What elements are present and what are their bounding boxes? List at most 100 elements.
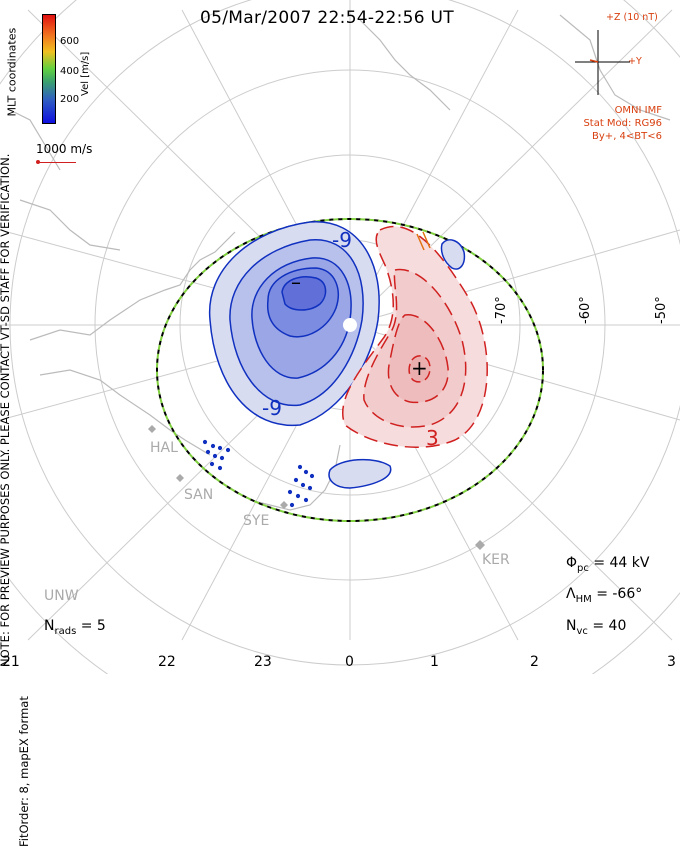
hm-boundary-green bbox=[156, 218, 544, 522]
imf-y-label: +Y bbox=[628, 56, 642, 67]
lat-circle bbox=[179, 154, 521, 496]
color-tick: 600 bbox=[60, 36, 80, 47]
lambda-hm-value: = -66° bbox=[596, 586, 643, 602]
lat-circle bbox=[9, 0, 680, 666]
station-label-unw: UNW bbox=[44, 588, 79, 604]
coastline bbox=[9, 14, 671, 511]
vector-dot bbox=[309, 473, 315, 479]
vector-dot bbox=[303, 469, 309, 475]
station-label-hal: HAL bbox=[150, 440, 178, 456]
station-marker-sye bbox=[280, 501, 288, 509]
station-marker-hal bbox=[148, 425, 156, 433]
station-label-san: SAN bbox=[184, 487, 214, 503]
vector-arrows-red bbox=[416, 231, 431, 251]
neg-contour-5 bbox=[281, 276, 327, 311]
phi-pc-sub: pc bbox=[577, 562, 589, 574]
coast-path bbox=[249, 444, 341, 511]
vector-dot bbox=[289, 502, 295, 508]
mlt-axis-label: 23 bbox=[254, 654, 272, 670]
vector-dot bbox=[287, 489, 293, 495]
vector-dot bbox=[217, 465, 223, 471]
vector-dot bbox=[219, 455, 225, 461]
map-canvas bbox=[0, 0, 680, 674]
n-vc-stat: Nvc = 40 bbox=[566, 618, 626, 637]
n-rads-value: = 5 bbox=[80, 618, 106, 634]
fit-order-note: FitOrder: 8, mapEX format bbox=[17, 696, 31, 847]
station-label-ker: KER bbox=[482, 552, 510, 568]
vector-dot bbox=[209, 461, 215, 467]
n-vc-value: = 40 bbox=[592, 618, 627, 634]
imf-z-label: +Z (10 nT) bbox=[606, 12, 658, 23]
station-marker-san bbox=[176, 474, 184, 482]
vector-dot bbox=[297, 464, 303, 470]
coast-path bbox=[19, 199, 121, 251]
velocity-vectors bbox=[202, 439, 315, 508]
reference-vector-line bbox=[38, 162, 76, 163]
vector-dot bbox=[307, 485, 313, 491]
station-label-sye: SYE bbox=[243, 513, 270, 529]
phi-pc-symbol: Φ bbox=[566, 555, 578, 571]
imf-vector bbox=[589, 59, 599, 63]
negative-cell bbox=[208, 221, 466, 489]
vector-dot bbox=[210, 443, 216, 449]
vector-dot bbox=[300, 482, 306, 488]
vector-dot bbox=[293, 477, 299, 483]
grid-radial-line bbox=[349, 9, 519, 326]
velocity-color-bar bbox=[42, 14, 56, 124]
coast-path bbox=[39, 369, 211, 456]
station-marker-ker bbox=[475, 540, 485, 550]
vector-dot bbox=[217, 445, 223, 451]
neg-small-cell-bottom bbox=[328, 458, 392, 489]
color-tick: 400 bbox=[60, 66, 80, 77]
coast-path bbox=[359, 19, 451, 111]
vector-arrow bbox=[416, 233, 425, 251]
vector-dot bbox=[205, 449, 211, 455]
mlt-axis-label: 22 bbox=[158, 654, 176, 670]
phi-pc-stat: Φpc = 44 kV bbox=[566, 555, 649, 574]
color-tick: 200 bbox=[60, 94, 80, 105]
phi-pc-value: = 44 kV bbox=[593, 555, 650, 571]
n-rads-symbol: N bbox=[44, 618, 55, 634]
mlt-axis-label: 21 bbox=[2, 654, 20, 670]
mlt-axis-label: 1 bbox=[430, 654, 439, 670]
vector-arrow bbox=[422, 231, 431, 249]
potential-min-marker: – bbox=[291, 270, 301, 294]
latitude-label: -60° bbox=[578, 296, 593, 324]
lambda-hm-stat: ΛHM = -66° bbox=[566, 586, 642, 605]
coast-path bbox=[9, 109, 61, 171]
vector-dot bbox=[202, 439, 208, 445]
coast-path bbox=[29, 231, 236, 341]
potential-max-marker: + bbox=[411, 356, 428, 380]
n-rads-stat: Nrads = 5 bbox=[44, 618, 106, 637]
vector-dot bbox=[212, 453, 218, 459]
n-vc-symbol: N bbox=[566, 618, 577, 634]
lambda-hm-symbol: Λ bbox=[566, 586, 576, 602]
lambda-hm-sub: HM bbox=[575, 593, 592, 605]
n-rads-sub: rads bbox=[54, 625, 77, 637]
vector-dot bbox=[295, 493, 301, 499]
contour-label-neg-top: -9 bbox=[332, 228, 352, 252]
reference-vector-label: 1000 m/s bbox=[36, 142, 93, 156]
neg-small-cell-top bbox=[440, 239, 466, 270]
radar-stations bbox=[148, 425, 485, 550]
pole-marker bbox=[343, 318, 357, 332]
color-bar-label: Vel [m/s] bbox=[80, 51, 91, 96]
latitude-label: -70° bbox=[494, 296, 509, 324]
mlt-axis-label: 0 bbox=[345, 654, 354, 670]
vector-dot bbox=[303, 497, 309, 503]
lat-circle bbox=[94, 69, 606, 581]
vector-dot bbox=[225, 447, 231, 453]
map-title: 05/Mar/2007 22:54-22:56 UT bbox=[200, 8, 454, 28]
contour-label-neg-bottom: -9 bbox=[262, 396, 282, 420]
stat-model: Stat Mod: RG96 bbox=[583, 118, 662, 129]
n-vc-sub: vc bbox=[576, 625, 588, 637]
imf-source: OMNI IMF bbox=[614, 105, 662, 116]
positive-cell bbox=[342, 225, 488, 448]
mlt-axis-label: 3 bbox=[667, 654, 676, 670]
stat-condition: By+, 4<BT<6 bbox=[592, 131, 662, 142]
mlt-axis-label: 2 bbox=[530, 654, 539, 670]
contour-label-pos-bottom: 3 bbox=[426, 426, 439, 450]
pos-contour-4 bbox=[408, 355, 431, 383]
imf-stat-block: OMNI IMF Stat Mod: RG96 By+, 4<BT<6 bbox=[583, 104, 662, 143]
